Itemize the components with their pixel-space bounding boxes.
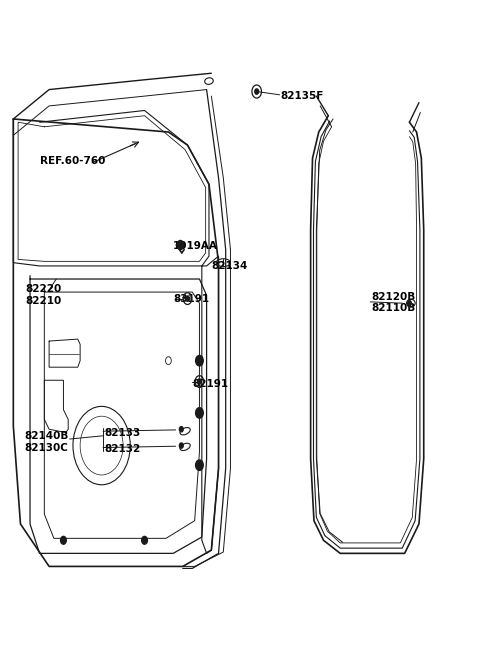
Text: 82130C: 82130C [24, 443, 68, 453]
Circle shape [196, 356, 203, 366]
Text: 82140B: 82140B [24, 431, 69, 441]
Text: 82220: 82220 [25, 284, 61, 294]
Text: 83191: 83191 [173, 294, 209, 304]
Circle shape [177, 241, 184, 250]
Circle shape [60, 537, 66, 544]
Text: 82110B: 82110B [371, 304, 416, 314]
Circle shape [186, 296, 190, 301]
Text: 82135F: 82135F [281, 91, 324, 101]
Circle shape [255, 89, 259, 94]
Circle shape [142, 537, 147, 544]
Circle shape [196, 407, 203, 418]
Circle shape [180, 426, 183, 432]
Circle shape [408, 300, 411, 306]
Circle shape [198, 379, 201, 384]
Text: 1019AA: 1019AA [173, 241, 218, 251]
Text: 82120B: 82120B [371, 292, 416, 302]
Text: 82210: 82210 [25, 296, 61, 306]
Text: 82134: 82134 [211, 261, 248, 271]
Text: 82133: 82133 [104, 428, 140, 438]
Text: REF.60-760: REF.60-760 [39, 156, 105, 167]
Circle shape [196, 460, 203, 470]
Text: 82191: 82191 [192, 379, 228, 388]
Circle shape [180, 443, 183, 448]
Text: 82132: 82132 [104, 444, 140, 454]
